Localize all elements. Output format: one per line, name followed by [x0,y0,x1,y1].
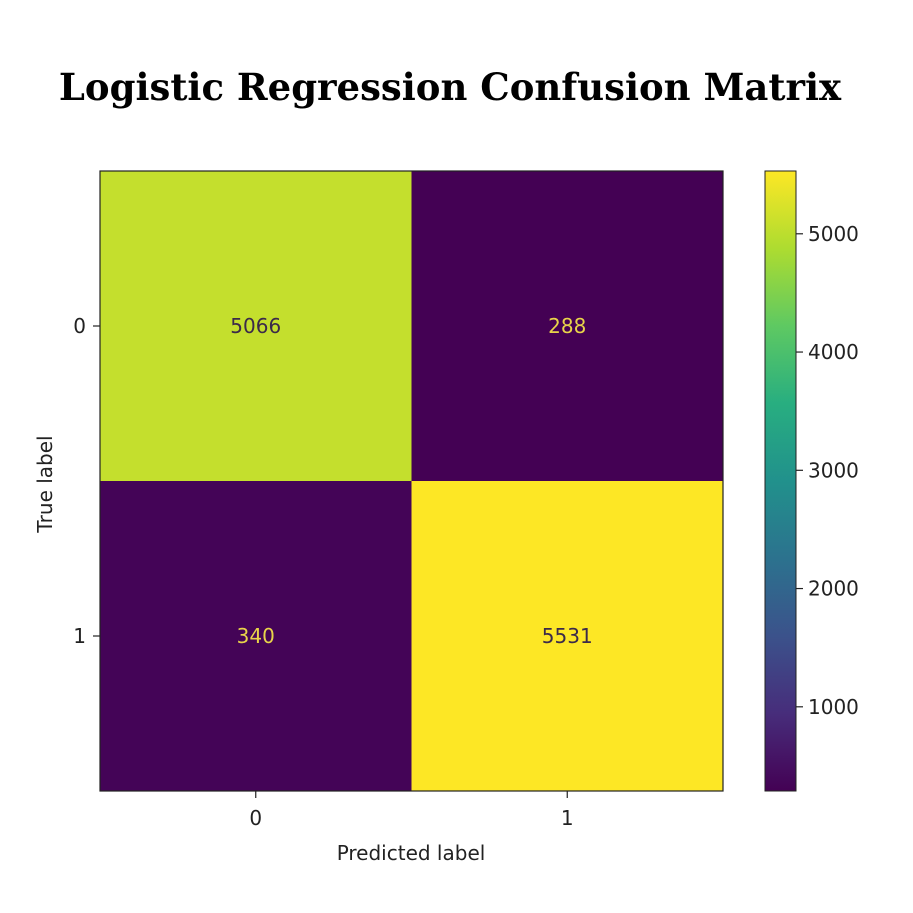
colorbar-ticks: 1000 2000 3000 4000 5000 [796,222,859,719]
y-axis-label: True label [33,435,57,533]
plot-frame [99,170,724,792]
colorbar-tick-label: 5000 [808,222,859,246]
axis-ticks: 0 1 0 1 [73,314,573,830]
cell-value-label: 5066 [230,314,281,338]
heatmap-cell [100,481,412,791]
heatmap-cell [411,481,723,791]
y-tick-label: 0 [73,314,86,338]
y-tick-label: 1 [73,624,86,648]
colorbar [764,170,797,792]
heatmap-cell [100,171,412,481]
x-tick-label: 1 [561,806,574,830]
cell-value-label: 288 [548,314,586,338]
x-tick-label: 0 [249,806,262,830]
colorbar-tick-label: 3000 [808,458,859,482]
x-axis-label: Predicted label [337,841,486,865]
chart-title: Logistic Regression Confusion Matrix [59,65,842,109]
colorbar-tick-label: 4000 [808,340,859,364]
heatmap-cells: 5066 288 340 5531 [100,171,723,791]
cell-value-label: 5531 [542,624,593,648]
cell-value-label: 340 [237,624,275,648]
heatmap-cell [411,171,723,481]
colorbar-tick-label: 2000 [808,577,859,601]
colorbar-tick-label: 1000 [808,695,859,719]
